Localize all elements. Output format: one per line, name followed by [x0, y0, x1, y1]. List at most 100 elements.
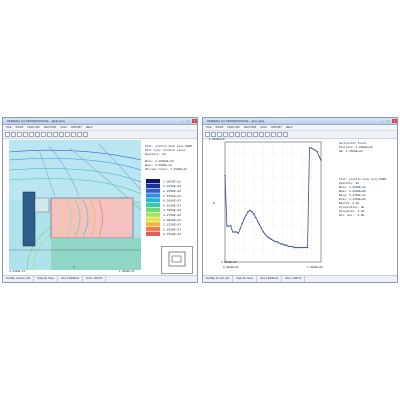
- color-scale-value: 1.2500E-02: [163, 228, 181, 231]
- save-icon[interactable]: [211, 132, 216, 137]
- data-point: [318, 155, 320, 158]
- legend-header-line: Position: 1.0000E+00: [339, 146, 373, 149]
- save-icon[interactable]: [11, 132, 16, 137]
- right-window: PERMAG 2.0 PROFESSIONAL - [line plot] – …: [202, 117, 398, 283]
- close-icon[interactable]: ×: [392, 119, 397, 123]
- data-point: [281, 243, 284, 245]
- menu-help[interactable]: HELP: [285, 126, 293, 129]
- data-point: [310, 147, 313, 149]
- field-contour-plot[interactable]: [9, 140, 141, 270]
- menu-calc[interactable]: CALC: [260, 126, 268, 129]
- data-point: [314, 149, 316, 152]
- right-menubar: FILE ZOOM ANALYSIS VECTORS CALC EXPORT H…: [203, 125, 397, 131]
- info-icon[interactable]: [83, 132, 88, 137]
- legend-stat: Bmin: 1.2500E-01: [339, 186, 366, 189]
- legend-stat: Bmin: 1.25000E-03: [145, 160, 174, 163]
- zoom-out-icon[interactable]: [29, 132, 34, 137]
- refresh-icon[interactable]: [271, 132, 276, 137]
- refresh-icon[interactable]: [71, 132, 76, 137]
- info-icon[interactable]: [283, 132, 288, 137]
- pan-icon[interactable]: [235, 132, 240, 137]
- data-point: [237, 232, 240, 234]
- line-scan-icon[interactable]: [253, 132, 258, 137]
- legend-header: Plot: profile disk axis.PERM Plot type: …: [145, 145, 192, 172]
- close-icon[interactable]: ×: [192, 119, 197, 123]
- color-scale-value: 6.5000E-02: [163, 200, 181, 203]
- data-point: [239, 227, 242, 230]
- open-file-icon[interactable]: [5, 132, 10, 137]
- data-point: [272, 239, 274, 242]
- x-axis-name: X: [73, 266, 75, 269]
- color-scale-value: 4.7500E-02: [163, 209, 181, 212]
- color-scale-value: 3.7500E-03: [163, 233, 181, 236]
- right-statusbar: PerMag: line plot .p01 Scale file: None …: [203, 275, 397, 282]
- maximize-icon[interactable]: □: [387, 119, 390, 123]
- print-icon[interactable]: [217, 132, 222, 137]
- zoom-out-icon[interactable]: [229, 132, 234, 137]
- data-point: [308, 147, 311, 149]
- menu-vectors[interactable]: VECTORS: [43, 126, 57, 129]
- right-legend-stats: Plot: profile disk axis.PERM Quantity: B…: [339, 178, 386, 218]
- contour-icon[interactable]: [41, 132, 46, 137]
- legend-stat: Rel. dev.: 3.6E: [339, 214, 365, 217]
- axis-right-label: 1.6000E-01: [119, 270, 135, 273]
- line-scan-icon[interactable]: [53, 132, 58, 137]
- pan-icon[interactable]: [35, 132, 40, 137]
- grid-icon[interactable]: [65, 132, 70, 137]
- legend-stat: Brms: 1.1250E+00: [339, 198, 366, 201]
- settings-icon[interactable]: [77, 132, 82, 137]
- menu-file[interactable]: FILE: [206, 126, 212, 129]
- area-calc-icon[interactable]: [259, 132, 264, 137]
- minimize-icon[interactable]: –: [181, 119, 184, 123]
- contour-icon[interactable]: [241, 132, 246, 137]
- menu-analysis[interactable]: ANALYSIS: [227, 126, 240, 129]
- menu-export[interactable]: EXPORT: [71, 126, 82, 129]
- legend-stat: Bmax: 2.5000E-01: [145, 164, 172, 167]
- data-point: [264, 233, 267, 236]
- minimize-icon[interactable]: –: [381, 119, 384, 123]
- menu-vectors[interactable]: VECTORS: [243, 126, 257, 129]
- minimap[interactable]: [161, 246, 193, 274]
- menu-zoom[interactable]: ZOOM: [215, 126, 224, 129]
- maximize-icon[interactable]: □: [187, 119, 190, 123]
- vector-icon[interactable]: [47, 132, 52, 137]
- menu-zoom[interactable]: ZOOM: [15, 126, 24, 129]
- print-icon[interactable]: [17, 132, 22, 137]
- legend-stat: Bavg: 5.6250E-01: [339, 194, 366, 197]
- left-toolbar: [3, 131, 197, 139]
- open-file-icon[interactable]: [205, 132, 210, 137]
- grid-icon[interactable]: [265, 132, 270, 137]
- y-bottom-label: 0.0000E+00: [221, 261, 237, 264]
- left-window-title: PERMAG 2.0 PROFESSIONAL - [field plot]: [7, 119, 65, 123]
- gap-region: [34, 197, 50, 213]
- menu-analysis[interactable]: ANALYSIS: [27, 126, 40, 129]
- line-plot[interactable]: [207, 138, 327, 278]
- menu-calc[interactable]: CALC: [60, 126, 68, 129]
- legend-stat: Quantity: Bx: [339, 182, 360, 185]
- data-point: [245, 214, 247, 216]
- zoom-in-icon[interactable]: [223, 132, 228, 137]
- left-titlebar: PERMAG 2.0 PROFESSIONAL - [field plot] –…: [3, 118, 197, 125]
- left-statusbar: PerMag: contours .p02 Scale file: None G…: [3, 275, 197, 282]
- menu-export[interactable]: EXPORT: [271, 126, 282, 129]
- zoom-in-icon[interactable]: [23, 132, 28, 137]
- legend-header-line: Horizontal field: [339, 142, 366, 145]
- data-point: [247, 210, 249, 213]
- vector-icon[interactable]: [247, 132, 252, 137]
- data-point: [231, 231, 234, 233]
- status-grid: Grid: 4.0000E-01: [58, 276, 84, 282]
- menu-file[interactable]: FILE: [6, 126, 12, 129]
- area-calc-icon[interactable]: [59, 132, 64, 137]
- data-point: [306, 246, 309, 249]
- data-point: [268, 237, 270, 239]
- color-scale-value: 2.1250E-02: [163, 224, 181, 227]
- status-file: PerMag: contours .p02: [3, 276, 35, 282]
- left-menubar: FILE ZOOM ANALYSIS VECTORS CALC EXPORT H…: [3, 125, 197, 131]
- settings-icon[interactable]: [277, 132, 282, 137]
- menu-help[interactable]: HELP: [85, 126, 93, 129]
- data-point: [289, 245, 291, 248]
- color-scale-value: 9.1250E-02: [163, 185, 181, 188]
- data-point: [253, 213, 255, 215]
- status-file: PerMag: line plot .p01: [203, 276, 234, 282]
- status-scale: Scale file: None: [233, 276, 258, 282]
